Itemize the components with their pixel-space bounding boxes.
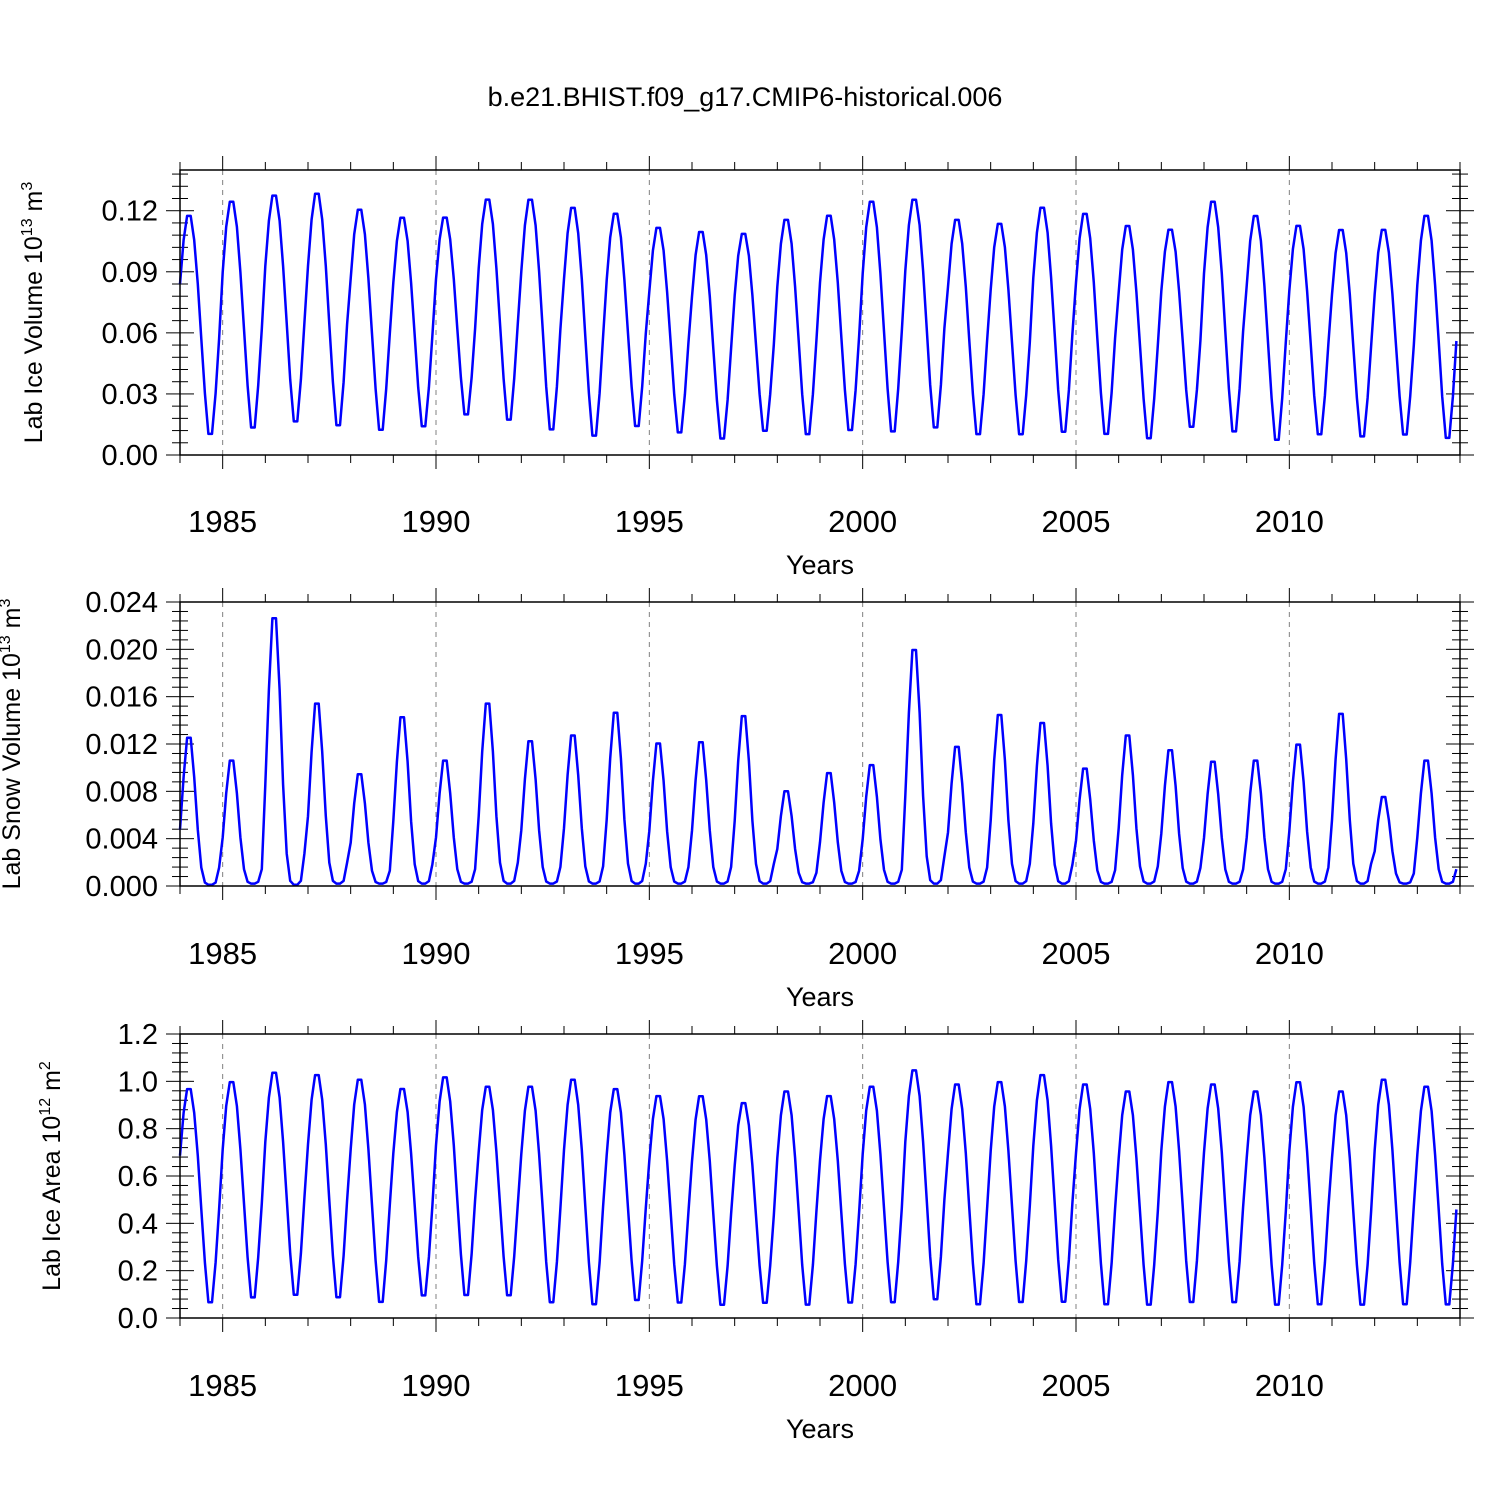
y-tick-label: 0.00: [102, 440, 158, 472]
y-tick-label: 0.012: [85, 729, 158, 761]
y-tick-label: 0.000: [85, 871, 158, 903]
series-line: [178, 192, 1458, 442]
panel-2-ylabel-unit: m: [0, 608, 26, 636]
x-tick-label: 2010: [1255, 936, 1324, 971]
x-tick-label: 2010: [1255, 504, 1324, 539]
y-tick-label: 0.008: [85, 776, 158, 808]
panel-2-ylabel-exponent: 13: [0, 635, 14, 653]
panel-2-ylabel-main: Lab Snow Volume 10: [0, 653, 26, 889]
panel-3-ylabel-main: Lab Ice Area 10: [38, 1116, 66, 1291]
x-tick-label: 1990: [402, 1368, 471, 1403]
y-tick-label: 0.004: [85, 824, 158, 856]
y-tick-label: 0.6: [118, 1161, 158, 1193]
panel-3-y-axis: 0.0 0.2 0.4 0.6 0.8 1.0 1.2: [118, 1019, 1474, 1335]
y-tick-label: 0.4: [118, 1208, 158, 1240]
panel-2-ylabel-unit-exponent: 3: [0, 599, 14, 608]
y-tick-label: 0.03: [102, 379, 158, 411]
panel-ice-volume: 0.00 0.03 0.06 0.09 0.12 1985 1990 1995 2000 200…: [19, 156, 1474, 580]
x-tick-label: 1985: [188, 1368, 257, 1403]
panel-3-ylabel-unit: m: [38, 1070, 66, 1098]
x-tick-label: 2005: [1042, 504, 1111, 539]
series-line: [178, 1069, 1458, 1307]
panel-1-ylabel-main: Lab Ice Volume 10: [20, 236, 48, 443]
panel-1-frame: [179, 169, 1461, 456]
x-tick-label: 2005: [1042, 1368, 1111, 1403]
y-tick-label: 0.06: [102, 318, 158, 350]
series-line: [178, 616, 1458, 887]
x-tick-label: 1995: [615, 1368, 684, 1403]
y-tick-label: 0.016: [85, 682, 158, 714]
panel-1-ylabel-exponent: 13: [19, 218, 36, 236]
panel-3-frame: [179, 1033, 1461, 1319]
panel-1-grid: [222, 170, 1290, 455]
panel-1-x-axis: 1985 1990 1995 2000 2005 2010: [179, 156, 1461, 539]
x-tick-label: 1985: [188, 936, 257, 971]
x-tick-label: 2000: [828, 504, 897, 539]
panel-3-x-axis: 1985 1990 1995 2000 2005 2010: [179, 1020, 1461, 1403]
x-tick-label: 1995: [615, 936, 684, 971]
y-tick-label: 1.2: [118, 1019, 158, 1051]
panel-snow-volume: 0.000 0.004 0.008 0.012 0.016 0.020 0.024 1985…: [0, 587, 1474, 1012]
panel-1-x-axis-label: Years: [786, 550, 854, 580]
panel-ice-area: 0.00.20.40.60.81.01.2 1985 1990 1995 2000 20…: [37, 1019, 1474, 1444]
panel-3-ylabel-unit-exponent: 2: [37, 1061, 54, 1070]
y-tick-label: 0.09: [102, 257, 158, 289]
x-tick-label: 1995: [615, 504, 684, 539]
y-tick-label: 0.024: [85, 587, 158, 619]
x-tick-label: 1990: [402, 504, 471, 539]
x-tick-label: 1985: [188, 504, 257, 539]
panel-2-frame: [179, 601, 1461, 887]
x-tick-label: 2000: [828, 1368, 897, 1403]
y-tick-label: 0.8: [118, 1114, 158, 1146]
panel-3-y-axis-label: Lab Ice Area 1012 m2: [37, 1061, 66, 1291]
panel-3-grid: [222, 1034, 1290, 1318]
panel-1-y-axis: 0.00 0.03 0.06 0.09 0.12: [102, 173, 1474, 472]
panel-1-ylabel-unit: m: [20, 191, 48, 219]
y-tick-label: 0.0: [118, 1303, 158, 1335]
panel-1-y-axis-label: Lab Ice Volume 1013 m3: [19, 182, 48, 444]
x-tick-label: 2000: [828, 936, 897, 971]
x-tick-label: 2010: [1255, 1368, 1324, 1403]
panel-2-y-axis-label: Lab Snow Volume 1013 m3: [0, 599, 26, 890]
panel-1-series: [178, 192, 1458, 442]
y-tick-label: 0.020: [85, 634, 158, 666]
panel-3-ylabel-exponent: 12: [37, 1098, 54, 1116]
panel-2-grid: [222, 602, 1290, 886]
y-tick-label: 1.0: [118, 1066, 158, 1098]
panel-2-x-axis: 1985 1990 1995 2000 2005 2010: [179, 588, 1461, 971]
x-tick-label: 2005: [1042, 936, 1111, 971]
x-tick-label: 1990: [402, 936, 471, 971]
panel-2-x-axis-label: Years: [786, 982, 854, 1012]
panel-2-series: [178, 616, 1458, 887]
figure-title: b.e21.BHIST.f09_g17.CMIP6-historical.006: [488, 82, 1003, 112]
y-tick-label: 0.2: [118, 1256, 158, 1288]
panel-1-ylabel-unit-exponent: 3: [19, 182, 36, 191]
panel-3-series: [178, 1069, 1458, 1307]
y-tick-label: 0.12: [102, 196, 158, 228]
panel-2-y-axis: 0.000 0.004 0.008 0.012 0.016 0.020 0.024: [85, 587, 1474, 903]
panel-3-x-axis-label: Years: [786, 1414, 854, 1444]
